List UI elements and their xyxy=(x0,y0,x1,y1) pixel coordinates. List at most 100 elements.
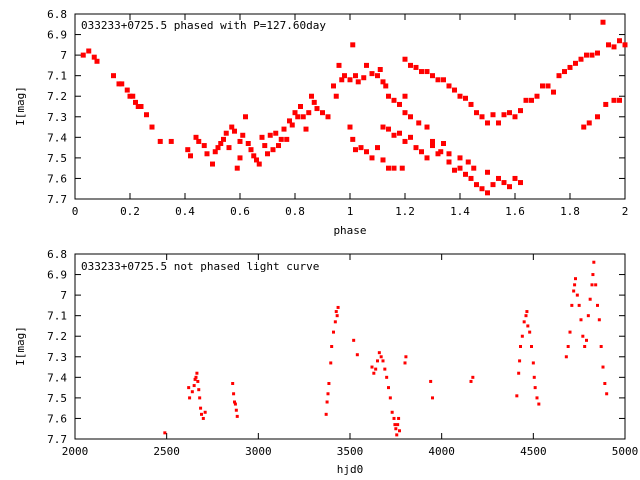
data-point xyxy=(232,128,237,134)
data-point xyxy=(355,353,359,357)
data-point xyxy=(325,400,329,404)
data-point xyxy=(603,382,607,385)
unphased-light-curve-panel: 2000 2500 3000 3500 4000 4500 5000 6.8 6.9 7 7.1 7.… xyxy=(14,248,638,476)
y-tick-label: 7.3 xyxy=(47,351,67,364)
data-point xyxy=(590,283,594,287)
data-point xyxy=(490,182,496,188)
data-point xyxy=(339,77,345,83)
data-point xyxy=(390,410,394,414)
x-tick-label: 2 xyxy=(622,205,629,218)
data-point xyxy=(512,114,518,120)
data-point xyxy=(234,408,238,412)
data-point xyxy=(254,157,259,163)
data-point xyxy=(606,42,611,48)
data-point xyxy=(581,334,585,338)
data-point xyxy=(303,126,309,132)
data-point xyxy=(333,320,337,324)
data-point xyxy=(314,106,320,112)
data-point xyxy=(265,151,270,157)
data-point xyxy=(364,149,369,155)
data-point xyxy=(233,400,236,404)
data-point xyxy=(397,101,402,107)
data-point xyxy=(520,334,524,338)
data-point xyxy=(380,79,386,85)
x-tick-label: 1.4 xyxy=(450,205,470,218)
data-point xyxy=(617,97,622,103)
y-tick-label: 7.6 xyxy=(47,412,67,425)
y-tick-label: 7.2 xyxy=(47,90,67,103)
data-point xyxy=(237,138,243,144)
data-point xyxy=(374,367,378,371)
data-point xyxy=(194,375,198,379)
y-tick-label: 7.6 xyxy=(47,172,67,185)
data-point xyxy=(617,38,622,44)
data-point xyxy=(334,310,338,314)
data-point xyxy=(306,110,312,116)
data-point xyxy=(243,114,248,120)
data-point xyxy=(572,289,576,293)
data-point xyxy=(204,151,210,157)
data-point xyxy=(391,165,397,171)
data-point xyxy=(237,155,243,161)
data-point xyxy=(127,93,133,99)
data-point xyxy=(309,93,314,99)
data-point xyxy=(133,99,138,105)
data-point xyxy=(601,365,605,369)
data-point xyxy=(386,126,391,132)
x-tick-label: 2500 xyxy=(153,445,180,458)
data-point xyxy=(413,64,419,70)
data-point xyxy=(330,345,334,348)
data-point xyxy=(596,303,599,307)
data-point xyxy=(519,345,522,348)
data-point xyxy=(468,101,474,107)
data-point xyxy=(573,60,578,66)
data-point xyxy=(399,165,405,171)
data-point xyxy=(329,361,333,365)
data-point xyxy=(262,143,268,149)
data-point xyxy=(452,167,457,173)
data-point xyxy=(529,97,534,103)
data-point xyxy=(457,93,463,99)
data-point xyxy=(392,416,396,420)
data-point xyxy=(566,345,570,348)
x-tick-label: 0.2 xyxy=(120,205,140,218)
data-point xyxy=(479,186,485,192)
data-point xyxy=(188,153,193,159)
y-tick-label: 7.5 xyxy=(47,392,67,405)
data-point xyxy=(200,412,203,416)
data-point xyxy=(512,175,518,181)
data-point xyxy=(528,330,532,334)
data-point xyxy=(240,132,246,138)
x-tick-label: 0.4 xyxy=(175,205,195,218)
data-point xyxy=(311,99,317,105)
y-tick-label: 7.1 xyxy=(47,310,67,323)
data-point xyxy=(578,56,584,62)
data-point xyxy=(570,303,574,307)
data-point xyxy=(531,361,535,365)
data-point xyxy=(251,153,257,159)
data-point xyxy=(383,367,387,371)
data-point xyxy=(377,351,381,355)
data-point xyxy=(281,126,287,132)
x-tick-label: 1.8 xyxy=(560,205,580,218)
data-point xyxy=(446,151,452,157)
data-point xyxy=(551,89,556,95)
chart-title: 033233+0725.5 phased with P=127.60day xyxy=(81,19,326,32)
data-point xyxy=(446,159,452,165)
data-point xyxy=(568,330,572,334)
data-point xyxy=(300,114,306,120)
data-point xyxy=(353,73,358,79)
data-point xyxy=(438,149,444,155)
data-point xyxy=(599,345,603,348)
data-point xyxy=(589,52,595,58)
data-point xyxy=(157,138,163,144)
data-point xyxy=(419,149,424,155)
data-point xyxy=(496,175,501,181)
data-point xyxy=(361,75,367,81)
data-point xyxy=(517,371,521,375)
data-point xyxy=(398,429,401,433)
data-point xyxy=(507,110,512,116)
data-point xyxy=(287,118,292,124)
data-point xyxy=(457,155,463,161)
